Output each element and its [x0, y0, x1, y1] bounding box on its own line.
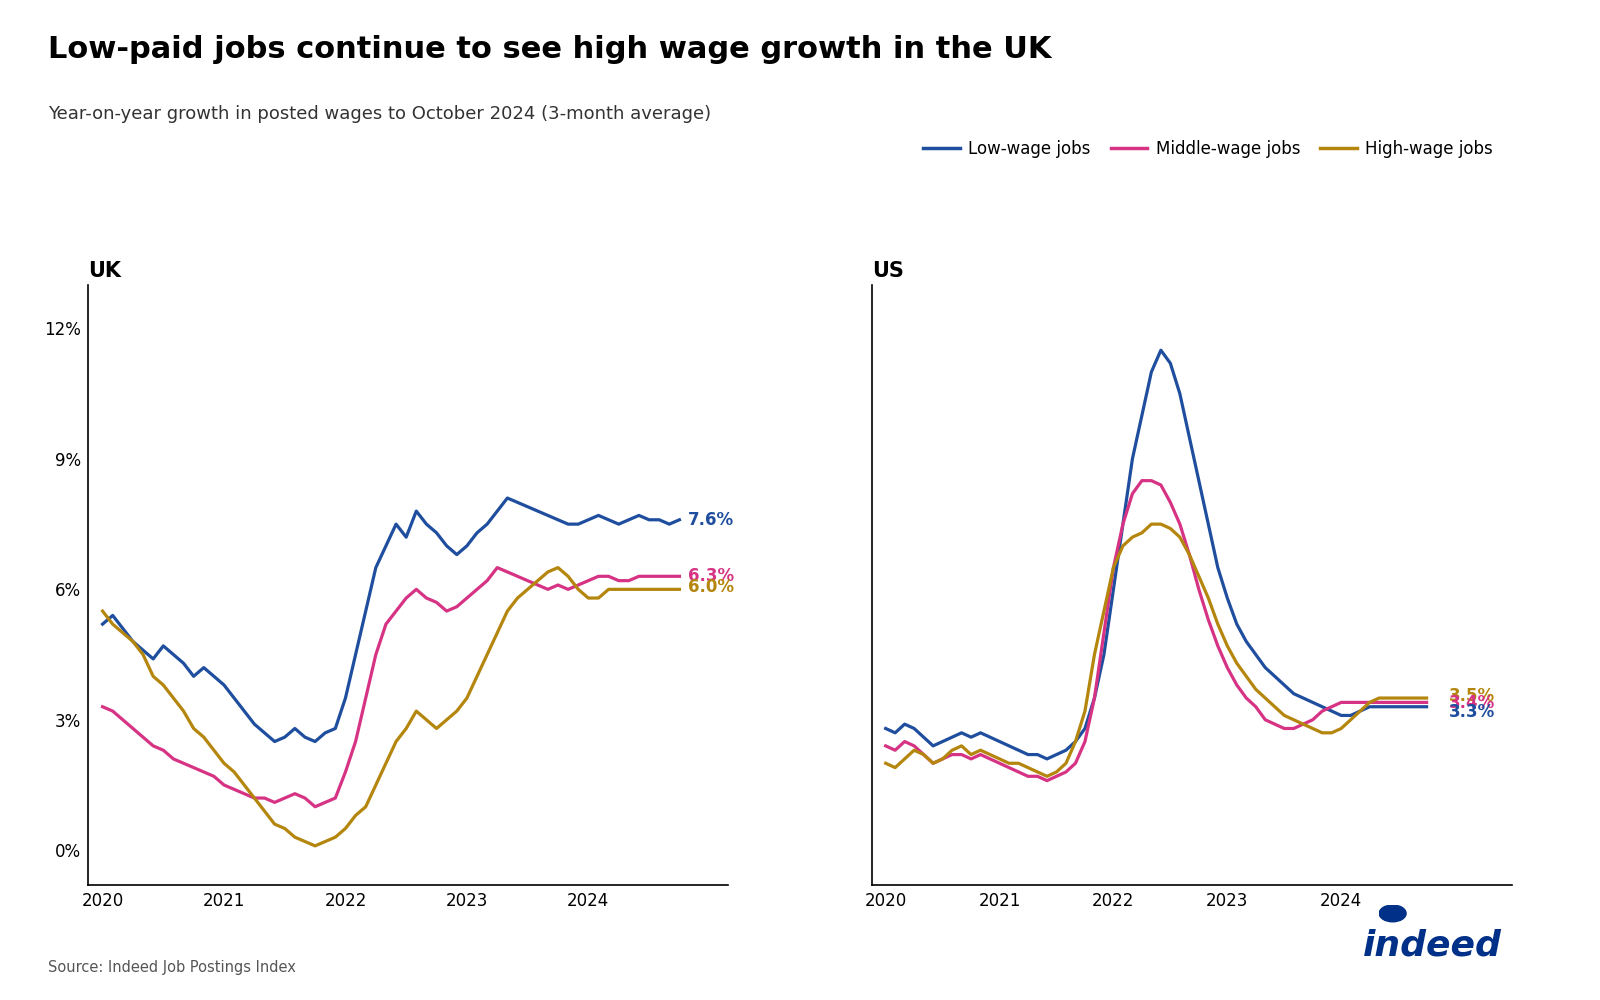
Text: 6.3%: 6.3% — [688, 567, 734, 585]
Text: 7.6%: 7.6% — [688, 511, 734, 529]
Legend: Low-wage jobs, Middle-wage jobs, High-wage jobs: Low-wage jobs, Middle-wage jobs, High-wa… — [917, 133, 1499, 165]
Circle shape — [1379, 905, 1406, 922]
Text: Year-on-year growth in posted wages to October 2024 (3-month average): Year-on-year growth in posted wages to O… — [48, 105, 710, 123]
Text: 3.3%: 3.3% — [1450, 703, 1496, 721]
Text: 3.5%: 3.5% — [1450, 687, 1496, 705]
Text: UK: UK — [88, 261, 122, 281]
Text: US: US — [872, 261, 904, 281]
Text: 6.0%: 6.0% — [688, 578, 734, 596]
Text: indeed: indeed — [1363, 928, 1501, 962]
Text: 3.4%: 3.4% — [1450, 694, 1496, 712]
Text: Low-paid jobs continue to see high wage growth in the UK: Low-paid jobs continue to see high wage … — [48, 35, 1051, 64]
Text: Source: Indeed Job Postings Index: Source: Indeed Job Postings Index — [48, 960, 296, 975]
